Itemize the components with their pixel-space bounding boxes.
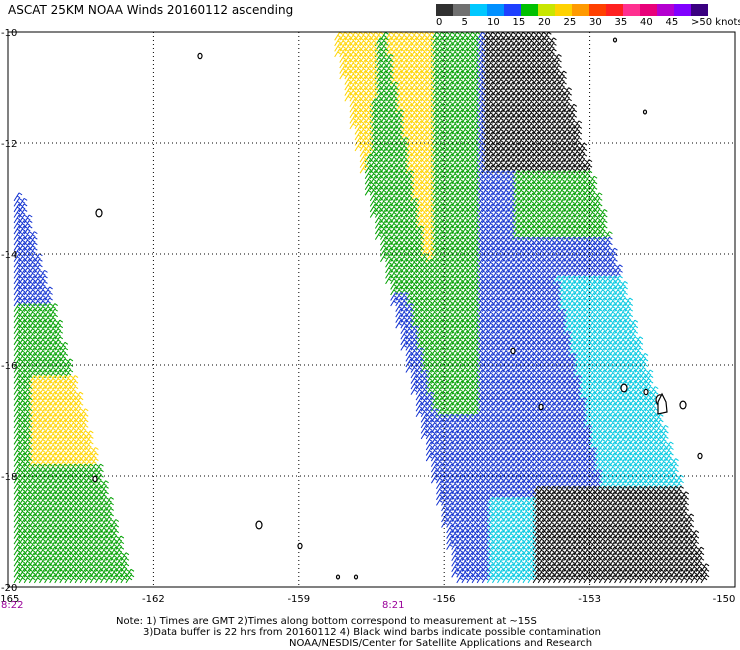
wind-barb: [13, 397, 23, 406]
wind-barb: [13, 447, 23, 456]
scale-swatch: [487, 4, 504, 16]
wind-barb: [13, 286, 23, 296]
scale-label: 0: [436, 17, 443, 28]
wind-barb: [13, 530, 23, 539]
wind-barb: [13, 297, 23, 307]
wind-barb: [13, 253, 23, 263]
scale-swatch: [470, 4, 487, 16]
scale-swatch: [504, 4, 521, 16]
wind-barb: [13, 469, 23, 478]
scale-swatch: [436, 4, 453, 16]
wind-barb: [13, 496, 23, 506]
wind-barb: [13, 413, 23, 423]
wind-barb: [13, 375, 23, 384]
wind-barb: [13, 508, 23, 517]
wind-barb: [13, 535, 23, 545]
wind-barb: [13, 391, 23, 401]
wind-barb: [13, 214, 23, 224]
wind-barbs: [13, 31, 710, 584]
scale-swatch: [657, 4, 674, 16]
scale-label: 20: [538, 17, 551, 28]
wind-barb: [13, 314, 23, 323]
wind-speed-color-scale: 0 5 10 15 20 25 30 35 40 45 >50 knots: [436, 4, 740, 30]
scale-label: 5: [461, 17, 468, 28]
scale-swatch: [691, 4, 708, 16]
wind-barb: [13, 281, 23, 290]
wind-barb: [13, 458, 23, 467]
wind-barb: [13, 203, 23, 213]
scale-swatch: [453, 4, 470, 16]
color-scale-labels: 0 5 10 15 20 25 30 35 40 45 >50 knots: [436, 16, 740, 30]
scale-swatch: [572, 4, 589, 16]
scale-label: 15: [512, 17, 526, 28]
wind-barb: [13, 491, 23, 501]
wind-barb: [13, 485, 23, 495]
wind-barb: [13, 292, 23, 301]
wind-barb: [13, 275, 23, 285]
wind-barb: [13, 519, 23, 528]
scale-label: >50 knots: [691, 17, 740, 28]
wind-barb: [13, 463, 23, 473]
wind-barb: [13, 352, 23, 362]
scale-swatch: [640, 4, 657, 16]
wind-barb: [13, 419, 23, 429]
wind-barb: [13, 336, 23, 346]
wind-barb: [13, 330, 23, 340]
scale-swatch: [589, 4, 606, 16]
wind-barb: [13, 264, 23, 274]
wind-barb: [13, 325, 23, 334]
wind-barb: [13, 347, 23, 357]
scale-label: 45: [665, 17, 679, 28]
wind-barb: [13, 480, 23, 490]
wind-barb: [13, 524, 23, 534]
wind-barb: [13, 386, 23, 395]
scale-swatch: [521, 4, 538, 16]
scale-label: 10: [487, 17, 500, 28]
color-scale-bar: [436, 4, 708, 16]
wind-barb: [13, 197, 23, 207]
wind-barb: [13, 358, 23, 368]
scale-swatch: [674, 4, 691, 16]
wind-barb: [13, 452, 23, 462]
scale-swatch: [623, 4, 640, 16]
wind-barb: [13, 341, 23, 351]
wind-barb: [13, 236, 23, 246]
wind-barb: [13, 192, 23, 202]
wind-barb: [13, 513, 23, 523]
wind-barb: [13, 231, 23, 240]
wind-barb: [13, 242, 23, 251]
wind-barb: [13, 319, 23, 329]
scale-swatch: [538, 4, 555, 16]
wind-barb: [13, 424, 23, 434]
scale-swatch: [606, 4, 623, 16]
scale-label: 40: [640, 17, 653, 28]
wind-barb: [13, 441, 23, 451]
wind-barb: [13, 269, 23, 279]
wind-barb: [13, 225, 23, 235]
wind-barb: [13, 369, 23, 379]
wind-barb: [13, 380, 23, 390]
scale-label: 35: [614, 17, 628, 28]
wind-barb: [13, 308, 23, 318]
wind-barb: [13, 436, 23, 445]
wind-barb: [13, 430, 23, 440]
map-title: ASCAT 25KM NOAA Winds 20160112 ascending: [8, 3, 294, 17]
wind-barb: [13, 502, 23, 512]
wind-barb: [13, 303, 23, 312]
wind-barb: [13, 258, 23, 268]
scale-label: 30: [589, 17, 602, 28]
wind-barb: [13, 247, 23, 257]
wind-barb: [13, 408, 23, 418]
wind-barb: [13, 220, 23, 229]
wind-barb: [13, 402, 23, 412]
scale-swatch: [555, 4, 572, 16]
scale-label: 25: [563, 17, 577, 28]
wind-barb: [13, 209, 23, 218]
